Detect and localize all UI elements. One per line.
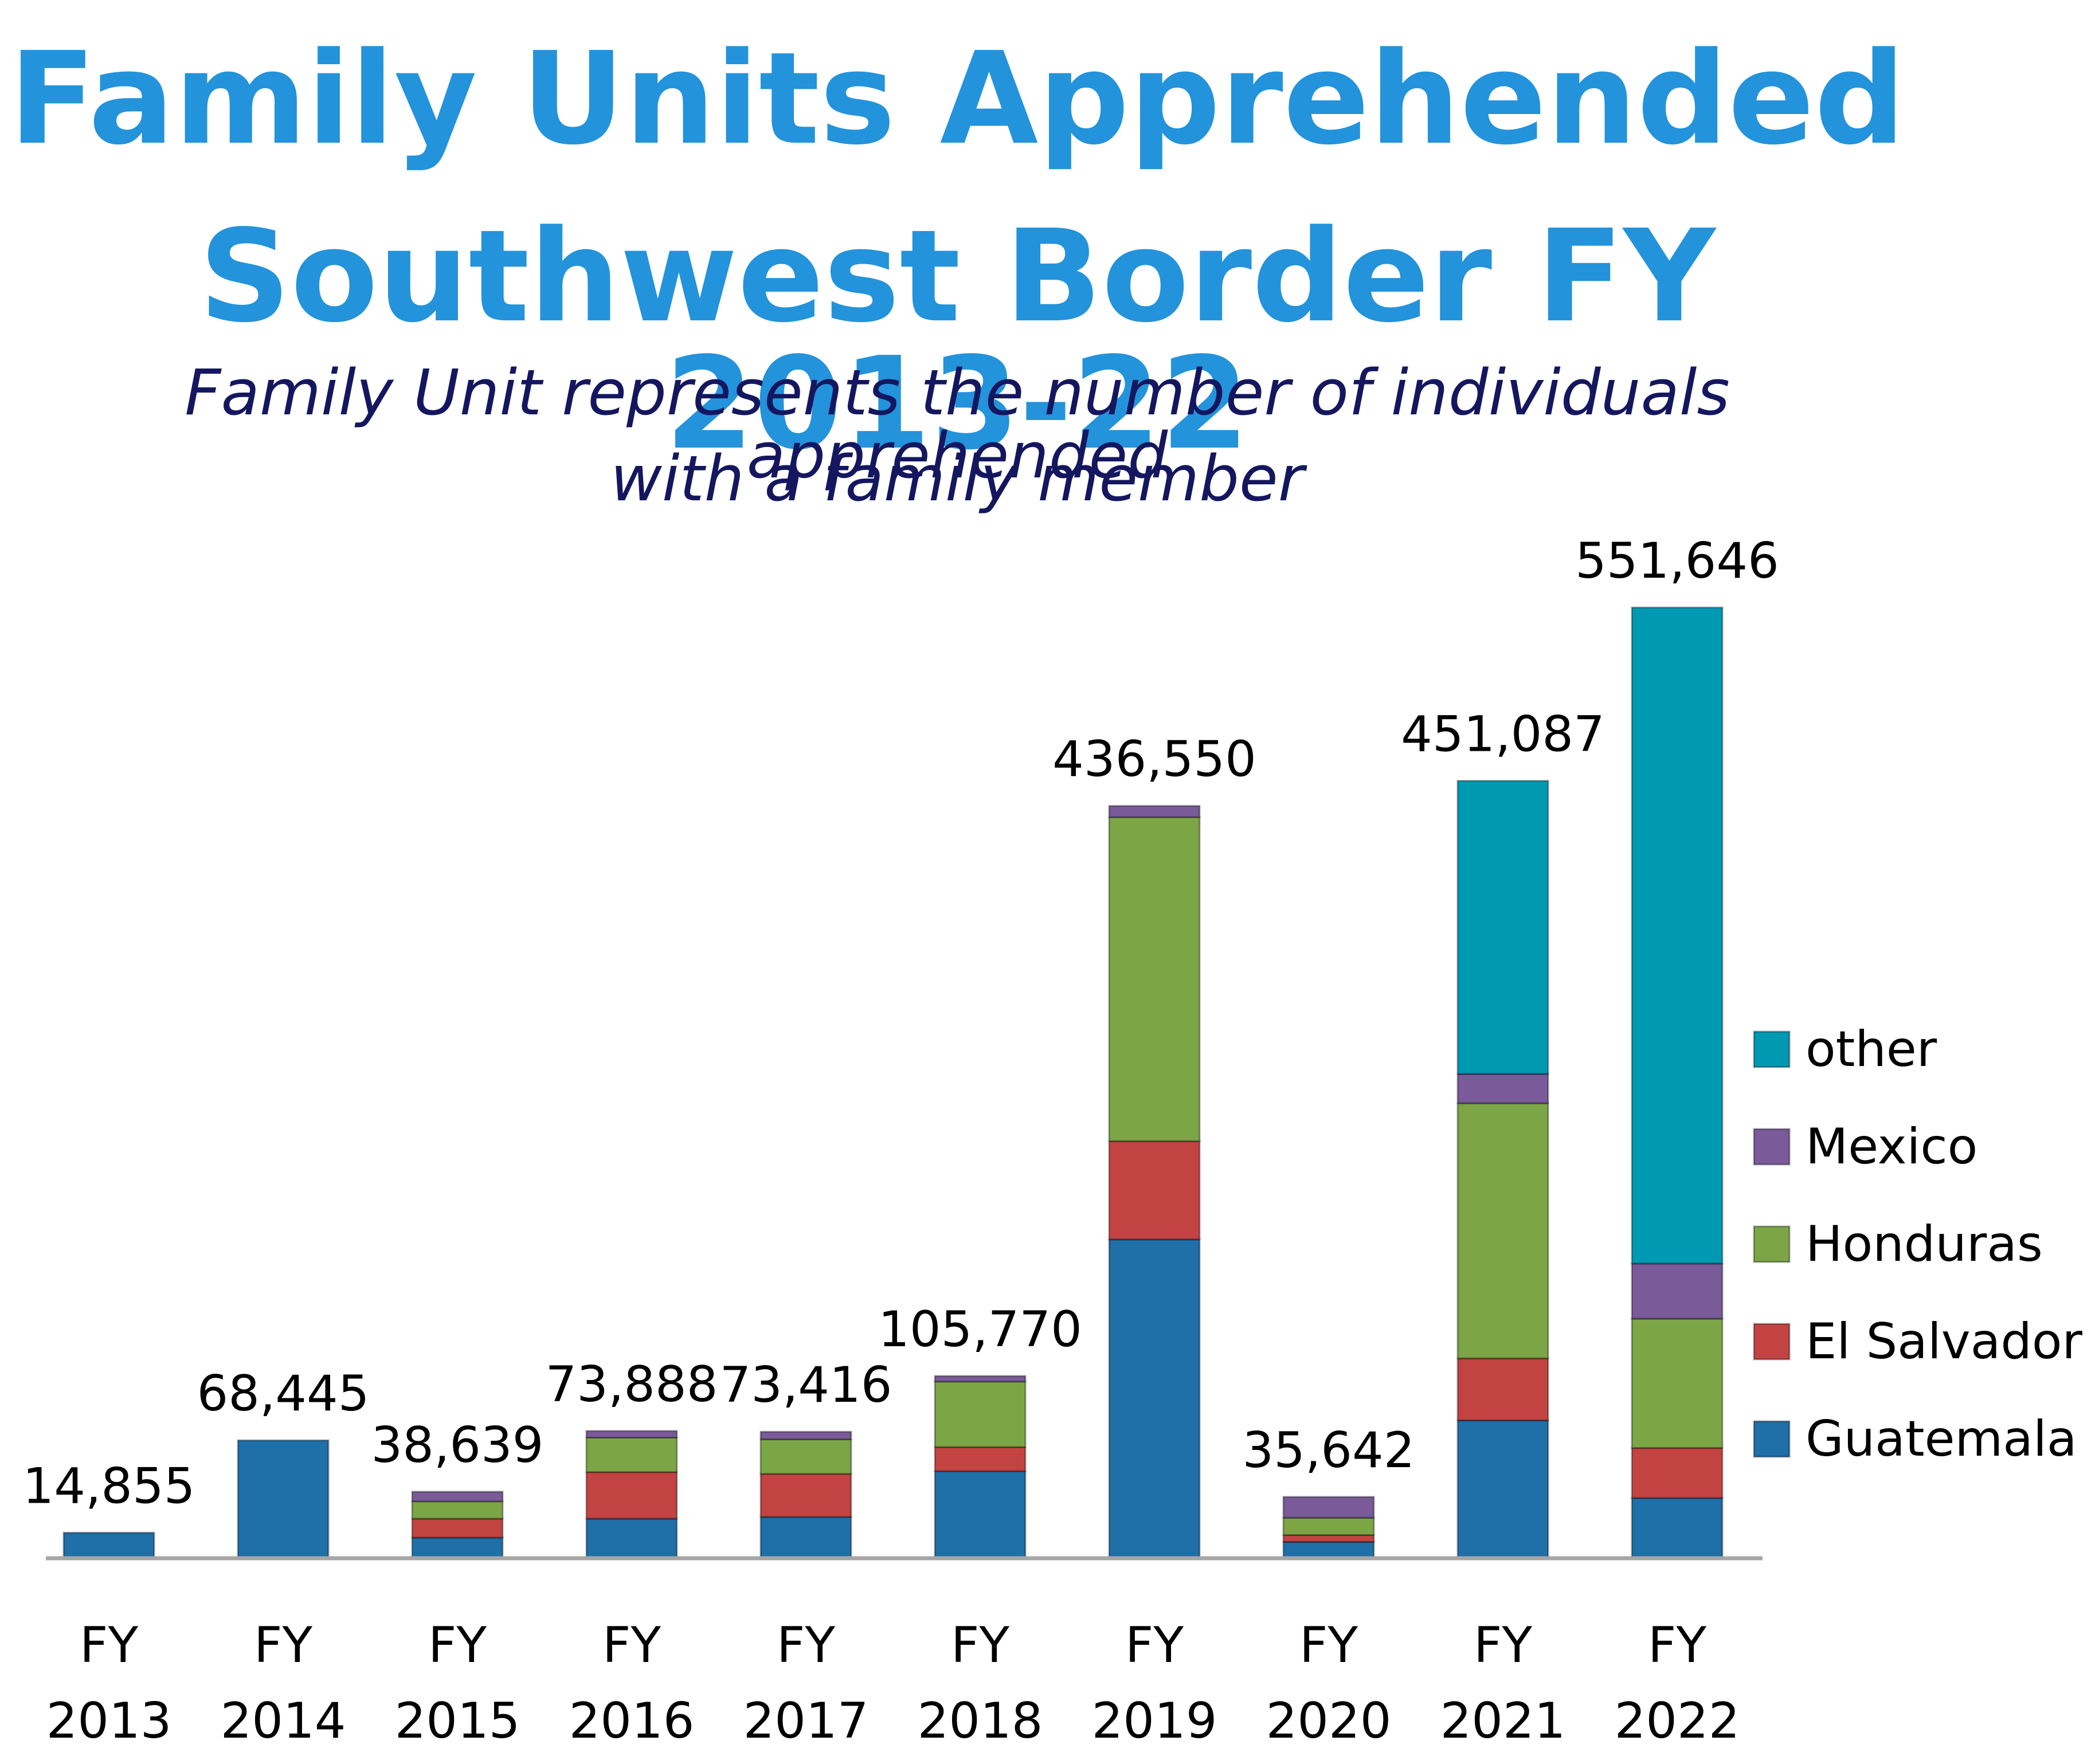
total-label-2020: 35,642 <box>1243 1422 1415 1479</box>
total-label-2018: 105,770 <box>878 1301 1082 1358</box>
x-tick-label-2013-year: 2013 <box>46 1692 172 1750</box>
bar-area <box>62 606 1724 1559</box>
bar-segment-honduras-2017 <box>759 1438 852 1475</box>
bar-segment-mexico-2019 <box>1108 805 1201 818</box>
bar-segment-el-salvador-2021 <box>1456 1357 1549 1421</box>
bar-segment-honduras-2015 <box>411 1500 504 1520</box>
bar-segment-honduras-2016 <box>585 1436 678 1473</box>
total-label-2013: 14,855 <box>23 1457 195 1515</box>
bar-segment-guatemala-2014 <box>237 1439 330 1559</box>
legend-label-honduras: Honduras <box>1806 1216 2043 1273</box>
x-tick-label-2019-prefix: FY <box>1125 1617 1184 1674</box>
bar-segment-guatemala-2019 <box>1108 1238 1201 1559</box>
x-tick-label-2018-prefix: FY <box>951 1617 1009 1674</box>
x-tick-label-2015-prefix: FY <box>428 1617 487 1674</box>
bar-segment-el-salvador-2020 <box>1282 1534 1375 1543</box>
bar-segment-other-2022 <box>1631 606 1724 1265</box>
bar-segment-el-salvador-2016 <box>585 1471 678 1520</box>
bar-segment-el-salvador-2019 <box>1108 1140 1201 1241</box>
x-tick-label-2016-prefix: FY <box>602 1617 661 1674</box>
chart-subtitle-line-1: Family Unit represents the number of ind… <box>185 356 1730 492</box>
legend-label-guatemala: Guatemala <box>1806 1410 2077 1468</box>
bar-segment-guatemala-2018 <box>934 1470 1027 1559</box>
legend-label-el-salvador: El Salvador <box>1806 1313 2083 1370</box>
bar-segment-honduras-2021 <box>1456 1102 1549 1359</box>
x-tick-label-2017-year: 2017 <box>743 1692 869 1750</box>
x-tick-label-2016-year: 2016 <box>569 1692 695 1750</box>
x-tick-label-2015-year: 2015 <box>395 1692 520 1750</box>
total-label-2017: 73,416 <box>720 1357 892 1414</box>
total-label-2014: 68,445 <box>197 1365 370 1422</box>
x-tick-label-2014-year: 2014 <box>221 1692 346 1750</box>
chart-subtitle-line-2: with a family member <box>610 442 1304 515</box>
bar-segment-guatemala-2016 <box>585 1518 678 1559</box>
legend-swatch-el-salvador <box>1753 1323 1791 1361</box>
bar-segment-mexico-2021 <box>1456 1073 1549 1104</box>
x-tick-label-2019-year: 2019 <box>1092 1692 1217 1750</box>
x-tick-label-2013-prefix: FY <box>80 1617 138 1674</box>
x-tick-label-2018-year: 2018 <box>918 1692 1043 1750</box>
bar-segment-guatemala-2021 <box>1456 1419 1549 1559</box>
x-tick-label-2017-prefix: FY <box>777 1617 835 1674</box>
x-tick-labels: FY 2013 FY 2014 FY 2015 FY 2016 FY 2017 FY 2018 FY 20… <box>46 1617 1740 1750</box>
bar-segment-other-2021 <box>1456 779 1549 1075</box>
legend-swatch-mexico <box>1753 1128 1791 1166</box>
x-tick-label-2020-prefix: FY <box>1299 1617 1358 1674</box>
chart-title-line-2: Southwest Border FY 2013-22 <box>199 203 1716 478</box>
bar-segment-mexico-2020 <box>1282 1496 1375 1519</box>
bar-segment-honduras-2019 <box>1108 816 1201 1142</box>
bar-segment-guatemala-2020 <box>1282 1540 1375 1559</box>
legend-swatch-honduras <box>1753 1225 1791 1263</box>
legend-label-mexico: Mexico <box>1806 1118 1977 1175</box>
total-label-2015: 38,639 <box>371 1417 544 1474</box>
bar-segment-honduras-2018 <box>934 1381 1027 1448</box>
bar-segment-honduras-2020 <box>1282 1516 1375 1536</box>
bar-segment-el-salvador-2015 <box>411 1518 504 1539</box>
bar-segment-honduras-2022 <box>1631 1318 1724 1449</box>
bar-segment-mexico-2015 <box>411 1491 504 1503</box>
total-label-2019: 436,550 <box>1052 731 1256 788</box>
bar-segment-guatemala-2015 <box>411 1536 504 1559</box>
legend-swatch-guatemala <box>1753 1420 1791 1458</box>
bar-segment-mexico-2016 <box>585 1430 678 1438</box>
x-tick-label-2021-year: 2021 <box>1440 1692 1566 1750</box>
bar-segment-el-salvador-2017 <box>759 1473 852 1518</box>
x-tick-label-2014-prefix: FY <box>254 1617 312 1674</box>
bar-segment-mexico-2018 <box>934 1375 1027 1383</box>
legend: other Mexico Honduras El Salvador Guatemala <box>1753 1021 2083 1468</box>
bar-segment-guatemala-2022 <box>1631 1497 1724 1559</box>
legend-swatch-other <box>1753 1030 1791 1068</box>
total-label-2016: 73,888 <box>546 1356 718 1413</box>
total-label-2021: 451,087 <box>1401 705 1605 763</box>
legend-label-other: other <box>1806 1021 1937 1078</box>
bar-segment-mexico-2017 <box>759 1430 852 1440</box>
total-label-2022: 551,646 <box>1575 532 1779 590</box>
x-tick-label-2022-year: 2022 <box>1615 1692 1740 1750</box>
x-tick-label-2020-year: 2020 <box>1266 1692 1392 1750</box>
x-tick-label-2022-prefix: FY <box>1648 1617 1706 1674</box>
bar-segment-guatemala-2013 <box>62 1531 155 1559</box>
bar-segment-el-salvador-2018 <box>934 1446 1027 1472</box>
bar-segment-guatemala-2017 <box>759 1516 852 1559</box>
chart-title-line-1: Family Units Apprehended <box>9 25 1906 173</box>
bar-segment-el-salvador-2022 <box>1631 1447 1724 1499</box>
bar-segment-mexico-2022 <box>1631 1263 1724 1320</box>
x-tick-label-2021-prefix: FY <box>1474 1617 1532 1674</box>
